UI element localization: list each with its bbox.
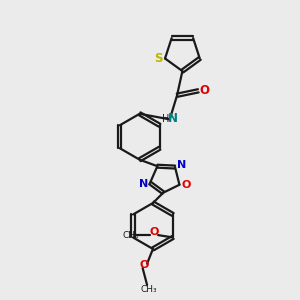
Text: N: N	[139, 179, 148, 190]
Text: O: O	[140, 260, 149, 270]
Text: CH₃: CH₃	[122, 231, 139, 240]
Text: O: O	[181, 180, 190, 190]
Text: O: O	[199, 84, 209, 97]
Text: N: N	[168, 112, 178, 125]
Text: N: N	[177, 160, 186, 170]
Text: O: O	[149, 227, 158, 237]
Text: CH₃: CH₃	[140, 285, 157, 294]
Text: S: S	[154, 52, 163, 65]
Text: H: H	[162, 114, 169, 124]
